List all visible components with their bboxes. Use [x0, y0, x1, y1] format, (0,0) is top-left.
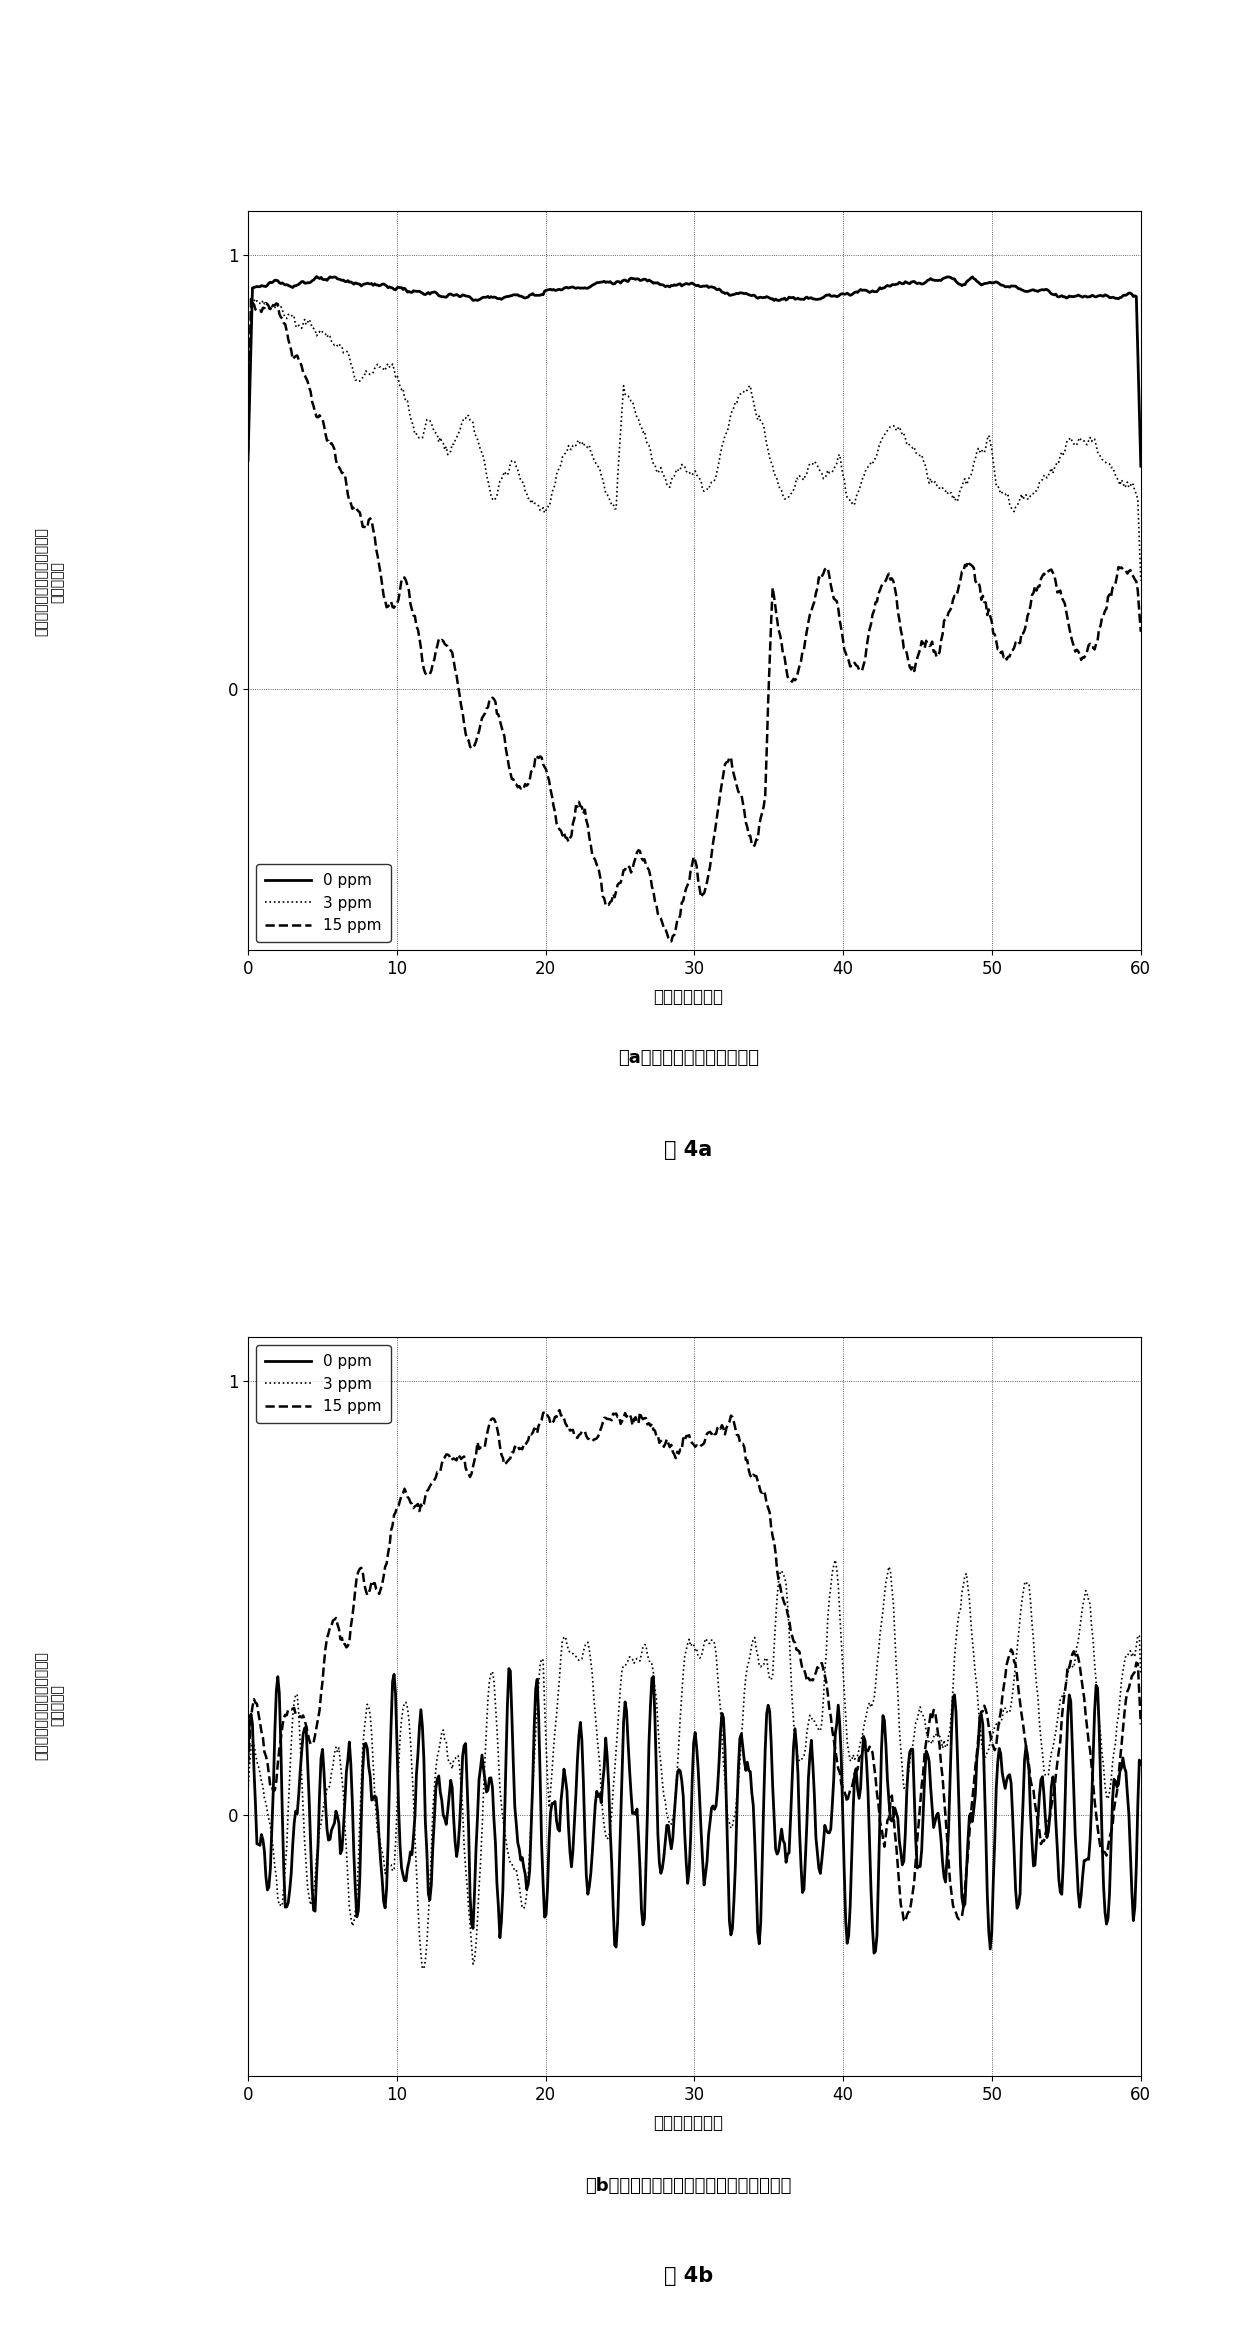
Text: 图 4b: 图 4b — [663, 2266, 713, 2285]
Text: 时间（时槽数）: 时间（时槽数） — [653, 2114, 723, 2133]
Text: （a）最佳化码片时程的观察: （a）最佳化码片时程的观察 — [618, 1049, 759, 1067]
Text: 图 4a: 图 4a — [665, 1140, 712, 1159]
Text: 时间（时槽数）: 时间（时槽数） — [653, 988, 723, 1006]
Legend: 0 ppm, 3 ppm, 15 ppm: 0 ppm, 3 ppm, 15 ppm — [255, 1344, 391, 1424]
Legend: 0 ppm, 3 ppm, 15 ppm: 0 ppm, 3 ppm, 15 ppm — [255, 863, 391, 943]
Text: 初级同步码匹配滤波器的输出
（归一化）: 初级同步码匹配滤波器的输出 （归一化） — [35, 1652, 64, 1760]
Text: 初级同步码匹配滤波器的输出
（归一化）: 初级同步码匹配滤波器的输出 （归一化） — [35, 528, 64, 636]
Text: （b）距离理想取样点为一个码片处的观察: （b）距离理想取样点为一个码片处的观察 — [585, 2177, 791, 2196]
